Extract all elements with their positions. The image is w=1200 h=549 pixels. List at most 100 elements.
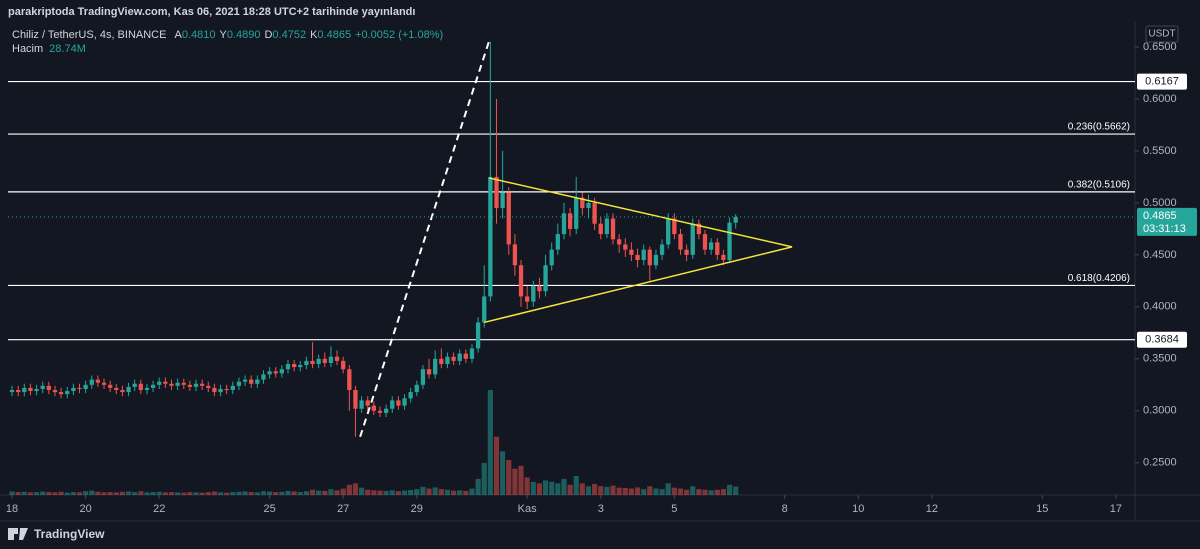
candle-body [702, 234, 708, 250]
candle-body [408, 392, 413, 399]
volume-bar [383, 490, 389, 495]
candle-body [28, 387, 33, 392]
volume-bar [126, 491, 132, 495]
volume-bar [469, 488, 475, 495]
legend-ohlc-value: 0.4810 [182, 29, 216, 41]
volume-bar [291, 491, 297, 495]
candle-body [108, 384, 113, 388]
candle-body [721, 254, 726, 261]
last-price-box [1137, 207, 1197, 236]
volume-bar [230, 492, 236, 495]
candle-body [249, 379, 254, 384]
volume-bar [671, 487, 677, 495]
candle-body [377, 410, 383, 413]
x-tick-label: 20 [80, 503, 92, 515]
volume-bar [285, 490, 291, 495]
volume-bar [101, 492, 107, 495]
candle-body [469, 348, 475, 359]
candle-body [341, 360, 346, 370]
candle-body [9, 390, 15, 393]
x-tick-label: 22 [153, 503, 165, 515]
y-tick-label: 0.4000 [1143, 301, 1177, 313]
legend-ohlc-label: K [310, 29, 318, 41]
volume-bar [389, 490, 395, 495]
volume-bar [702, 489, 708, 495]
volume-bar [598, 486, 604, 495]
candle-body [475, 322, 481, 349]
x-tick-label: 18 [6, 503, 18, 515]
volume-bar [365, 489, 371, 495]
volume-bar [15, 492, 21, 495]
currency-box [1145, 25, 1179, 43]
volume-bar [401, 490, 408, 495]
level-label-box [1137, 331, 1187, 348]
candle-body [212, 387, 217, 393]
candle-body [396, 400, 401, 406]
volume-bar [279, 491, 285, 495]
legend-ohlc-value: 0.4865 [317, 29, 351, 41]
volume-bar [352, 483, 359, 495]
volume-bar [162, 492, 168, 495]
volume-bar [536, 483, 542, 495]
candle-body [518, 265, 524, 297]
volume-bar [150, 492, 156, 495]
volume-bar [89, 490, 95, 495]
volume-bar [414, 489, 420, 495]
volume-bar [696, 489, 702, 495]
candle-body [727, 222, 732, 261]
candle-body [193, 383, 199, 387]
candle-body [65, 391, 70, 395]
candle-body [439, 358, 444, 365]
logo [8, 528, 28, 540]
volume-bar [273, 492, 279, 495]
candle-body [34, 388, 39, 392]
candle-body [298, 365, 303, 368]
volume-bar [346, 484, 352, 495]
volume-bar [457, 490, 463, 495]
candle-body [236, 381, 242, 386]
x-tick-label: 5 [671, 503, 677, 515]
candle-body [304, 360, 309, 366]
candle-body [46, 385, 51, 391]
volume-bar [512, 468, 518, 495]
candle-body [666, 218, 671, 245]
candle-body [684, 249, 689, 255]
candle-body [402, 398, 407, 406]
candle-body [206, 385, 211, 388]
candle-body [371, 405, 376, 411]
volume-bar [205, 492, 211, 495]
candle-body [574, 197, 579, 229]
candle-body [353, 390, 358, 409]
volume-bar [524, 477, 530, 495]
volume-bar [585, 486, 592, 495]
volume-bar [475, 478, 481, 495]
volume-bar [70, 492, 76, 495]
candle-body [114, 387, 119, 391]
trendline [483, 246, 793, 324]
volume-bar [322, 490, 328, 495]
legend-ohlc-value: 0.4890 [227, 29, 261, 41]
candle-body [390, 400, 395, 409]
volume-bar [144, 492, 150, 495]
footer: TradingView [34, 527, 105, 541]
x-tick-label: 17 [1110, 503, 1122, 515]
candle-body [586, 202, 591, 209]
volume-bar [242, 491, 248, 495]
candle-body [230, 385, 235, 391]
candle-body [433, 358, 438, 375]
y-tick-label: 0.3000 [1143, 405, 1177, 417]
volume-bar [500, 451, 506, 495]
y-tick-label: 0.6500 [1143, 41, 1177, 53]
volume-bar [132, 492, 138, 495]
volume-bar [720, 489, 726, 495]
volume-bar [334, 490, 340, 495]
plot [8, 41, 1135, 495]
volume-bar [21, 491, 27, 495]
volume-bar [451, 490, 457, 495]
candle-body [347, 369, 352, 391]
candle-body [641, 249, 646, 261]
candle-body [334, 356, 340, 361]
y-tick-label: 0.4500 [1143, 249, 1177, 261]
volume-bar [426, 488, 432, 495]
volume-bar [34, 492, 40, 495]
